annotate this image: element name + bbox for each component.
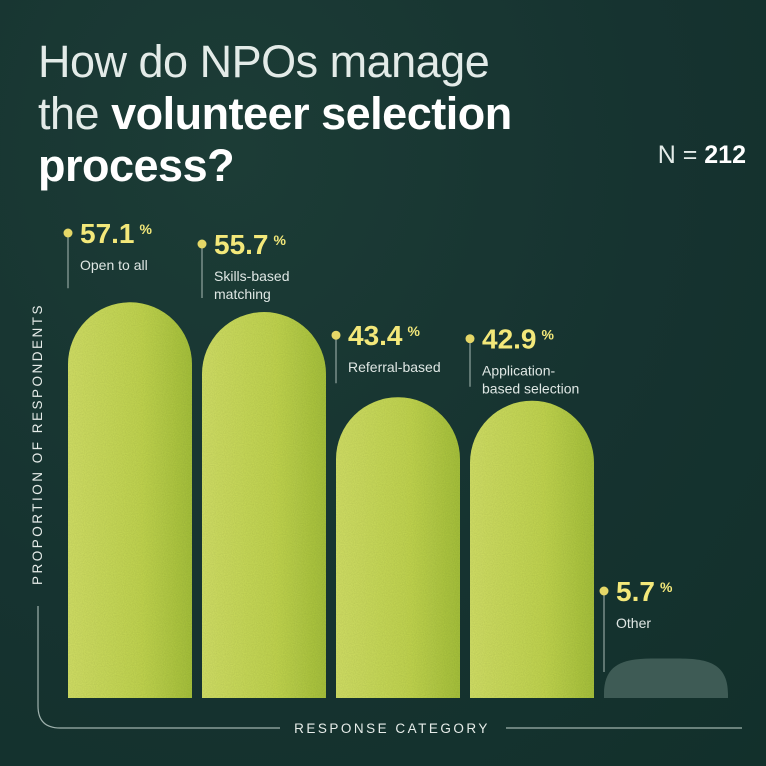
category-label-open-to-all: Open to all xyxy=(80,257,148,273)
title-line-3-bold: process? xyxy=(38,140,235,191)
value-number-application-based-selection: 42.9 xyxy=(482,324,537,355)
marker-dot-other xyxy=(599,586,609,596)
category-label-skills-based-matching: Skills-based xyxy=(214,268,289,284)
value-label-referral-based: 43.4% xyxy=(348,320,421,351)
axis-line xyxy=(37,606,742,729)
marker-dot-skills-based-matching xyxy=(197,239,207,249)
title-line-2-bold: volunteer selection xyxy=(111,88,512,139)
value-label-other: 5.7% xyxy=(616,576,673,607)
value-number-other: 5.7 xyxy=(616,576,655,607)
value-label-application-based-selection: 42.9% xyxy=(482,324,555,355)
value-unit-application-based-selection: % xyxy=(542,327,555,343)
title-line-1: How do NPOs manage xyxy=(38,36,490,87)
bar-other xyxy=(604,658,728,698)
category-label-skills-based-matching: matching xyxy=(214,286,271,302)
value-unit-skills-based-matching: % xyxy=(274,232,287,248)
marker-dot-referral-based xyxy=(331,330,341,340)
value-unit-referral-based: % xyxy=(408,323,421,339)
value-label-skills-based-matching: 55.7% xyxy=(214,229,287,260)
value-number-referral-based: 43.4 xyxy=(348,320,403,351)
chart-title: How do NPOs manage the volunteer selecti… xyxy=(38,36,512,192)
marker-dot-open-to-all xyxy=(63,228,73,238)
category-label-application-based-selection: based selection xyxy=(482,381,579,397)
title-line-2: the volunteer selection xyxy=(38,88,512,140)
bar-skills-based-matching xyxy=(202,312,326,698)
value-number-skills-based-matching: 55.7 xyxy=(214,229,269,260)
marker-dot-application-based-selection xyxy=(465,334,475,344)
value-unit-open-to-all: % xyxy=(140,221,153,237)
bars-group xyxy=(68,302,728,698)
sample-size-value: 212 xyxy=(704,141,746,169)
sample-size: N = 212 xyxy=(658,141,746,170)
sample-size-label: N = xyxy=(657,141,705,169)
category-label-referral-based: Referral-based xyxy=(348,359,441,375)
y-axis-label: PROPORTION OF RESPONDENTS xyxy=(30,303,45,585)
value-number-open-to-all: 57.1 xyxy=(80,218,135,249)
value-unit-other: % xyxy=(660,579,673,595)
value-label-open-to-all: 57.1% xyxy=(80,218,153,249)
category-label-other: Other xyxy=(616,615,651,631)
bar-referral-based xyxy=(336,397,460,698)
title-line-2-prefix: the xyxy=(38,88,112,139)
bar-application-based-selection xyxy=(470,400,594,698)
title-line-3: process? xyxy=(38,140,512,192)
category-label-application-based-selection: Application- xyxy=(482,363,555,379)
bar-open-to-all xyxy=(68,302,192,698)
x-axis-label: RESPONSE CATEGORY xyxy=(294,721,490,736)
labels-group: 57.1 % Open to all 55.7 % Skills-based matchin… xyxy=(63,218,673,672)
